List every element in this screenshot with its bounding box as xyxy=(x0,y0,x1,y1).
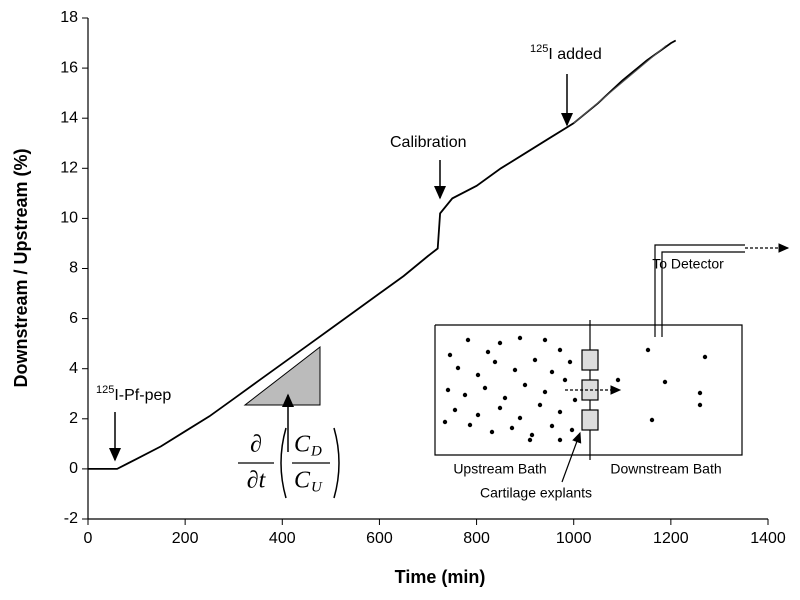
x-tick-label: 800 xyxy=(463,530,490,547)
particle xyxy=(502,395,508,401)
x-tick-label: 200 xyxy=(172,530,199,547)
particle xyxy=(557,437,563,443)
particle xyxy=(542,337,548,343)
particle xyxy=(645,347,651,353)
particle xyxy=(497,340,503,346)
particle xyxy=(475,412,481,418)
particle xyxy=(517,415,523,421)
particle xyxy=(529,432,535,438)
particle xyxy=(492,359,498,365)
formula-denominator: ∂t xyxy=(247,468,267,494)
y-tick-label: 4 xyxy=(69,360,78,377)
y-tick-label: -2 xyxy=(64,510,78,527)
inset-label: Downstream Bath xyxy=(610,461,721,477)
particle xyxy=(489,429,495,435)
particle xyxy=(615,377,621,383)
particle xyxy=(697,402,703,408)
particle xyxy=(569,427,575,433)
formula-bottom-sub: U xyxy=(311,479,323,495)
particle xyxy=(512,367,518,373)
formula-numerator: ∂ xyxy=(250,432,262,458)
y-tick-label: 2 xyxy=(69,410,78,427)
y-tick-label: 8 xyxy=(69,260,78,277)
particle xyxy=(482,385,488,391)
annotation: 125I-Pf-pep xyxy=(96,384,171,404)
y-tick-label: 12 xyxy=(60,160,78,177)
particle xyxy=(557,409,563,415)
particle xyxy=(537,402,543,408)
y-axis-label: Downstream / Upstream (%) xyxy=(11,148,31,387)
x-tick-label: 1000 xyxy=(556,530,592,547)
y-tick-label: 18 xyxy=(60,9,78,26)
particles xyxy=(442,335,708,443)
data-line xyxy=(573,45,667,124)
slope-triangle xyxy=(243,345,321,406)
formula-bottom: C xyxy=(294,468,311,494)
y-tick-label: 16 xyxy=(60,59,78,76)
particle xyxy=(445,387,451,393)
particle xyxy=(462,392,468,398)
particle xyxy=(475,372,481,378)
data-line xyxy=(88,39,677,470)
y-tick-label: 0 xyxy=(69,460,78,477)
particle xyxy=(522,382,528,388)
particle xyxy=(455,365,461,371)
x-tick-label: 1200 xyxy=(653,530,689,547)
particle xyxy=(485,349,491,355)
particle xyxy=(649,417,655,423)
particle xyxy=(702,354,708,360)
particle xyxy=(467,422,473,428)
particle xyxy=(567,359,573,365)
x-axis-label: Time (min) xyxy=(395,567,486,587)
annotation: Calibration xyxy=(390,134,466,151)
particle xyxy=(549,423,555,429)
y-tick-label: 6 xyxy=(69,310,78,327)
particle xyxy=(549,369,555,375)
particle xyxy=(509,425,515,431)
formula-top: C xyxy=(294,432,311,458)
particle xyxy=(497,405,503,411)
y-tick-label: 10 xyxy=(60,210,78,227)
formula-top-sub: D xyxy=(310,443,322,459)
particle xyxy=(442,419,448,425)
particle xyxy=(542,389,548,395)
y-tick-label: 14 xyxy=(60,109,78,126)
x-tick-label: 400 xyxy=(269,530,296,547)
inset-label: To Detector xyxy=(652,256,724,272)
particle xyxy=(465,337,471,343)
x-tick-label: 1400 xyxy=(750,530,786,547)
particle xyxy=(452,407,458,413)
particle xyxy=(557,347,563,353)
inset-label: Cartilage explants xyxy=(480,485,592,501)
particle xyxy=(572,397,578,403)
formula: ∂ ∂t C D C U xyxy=(238,427,340,499)
particle xyxy=(517,335,523,341)
x-tick-label: 0 xyxy=(84,530,93,547)
particle xyxy=(532,357,538,363)
particle xyxy=(662,379,668,385)
particle xyxy=(527,437,533,443)
particle xyxy=(447,352,453,358)
x-tick-label: 600 xyxy=(366,530,393,547)
particle xyxy=(697,390,703,396)
annotation: 125I added xyxy=(530,43,602,63)
inset-diagram xyxy=(434,243,790,483)
inset-label: Upstream Bath xyxy=(453,461,546,477)
particle xyxy=(562,377,568,383)
